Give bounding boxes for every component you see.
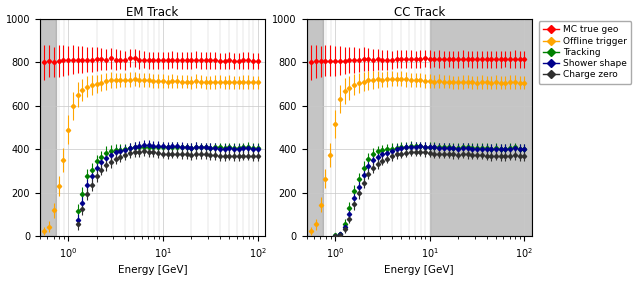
Bar bbox=[39, 19, 57, 236]
Legend: MC true geo, Offline trigger, Tracking, Shower shape, Charge zero: MC true geo, Offline trigger, Tracking, … bbox=[539, 21, 631, 84]
Bar bbox=[430, 19, 532, 236]
X-axis label: Energy [GeV]: Energy [GeV] bbox=[118, 266, 187, 275]
Title: CC Track: CC Track bbox=[394, 6, 445, 19]
X-axis label: Energy [GeV]: Energy [GeV] bbox=[384, 266, 454, 275]
Title: EM Track: EM Track bbox=[126, 6, 178, 19]
Bar bbox=[306, 19, 323, 236]
